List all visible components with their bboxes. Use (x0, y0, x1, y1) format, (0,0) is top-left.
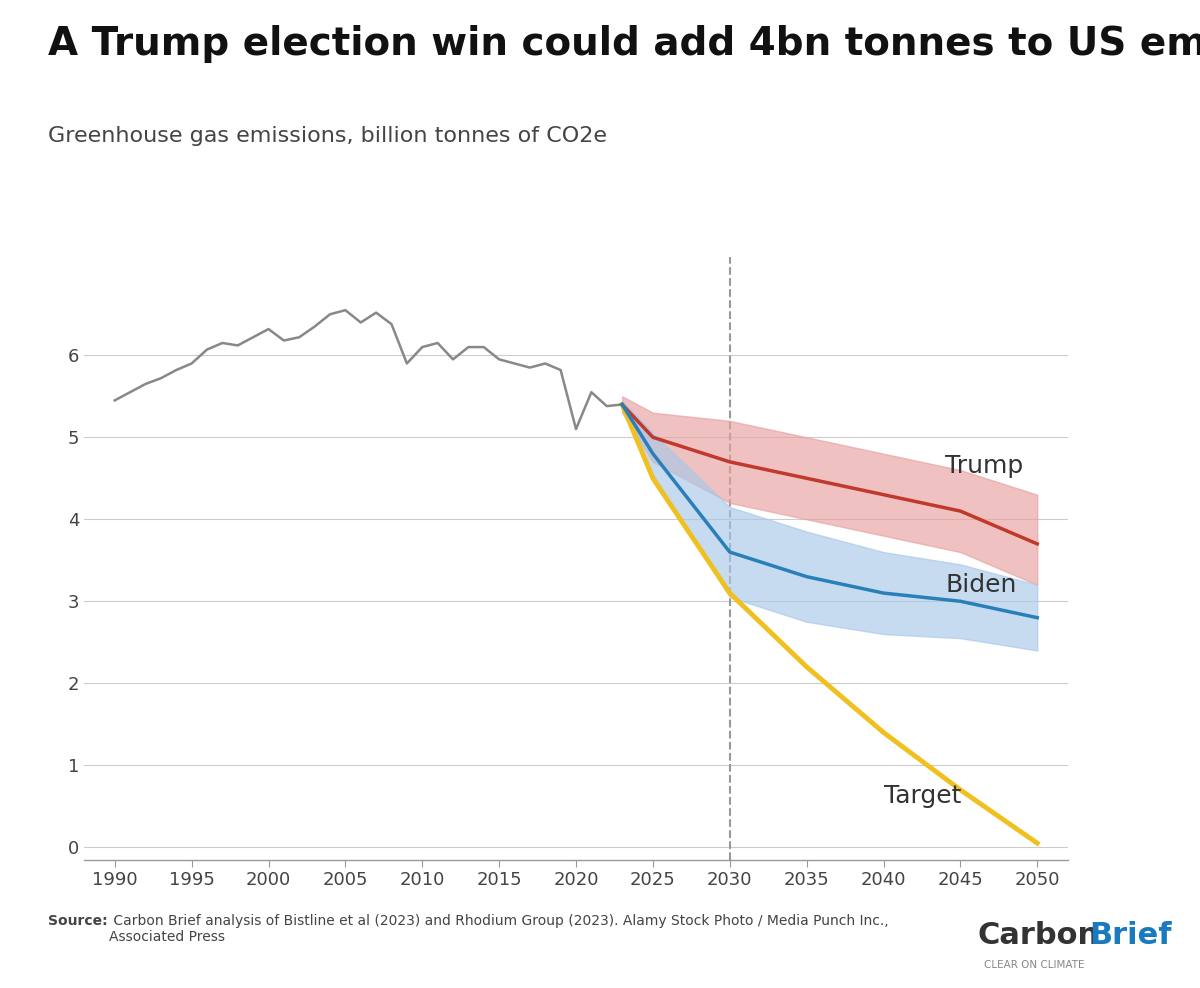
Text: Source:: Source: (48, 914, 108, 928)
Text: Brief: Brief (1090, 921, 1172, 949)
Text: Carbon Brief analysis of Bistline et al (2023) and Rhodium Group (2023). Alamy S: Carbon Brief analysis of Bistline et al … (109, 914, 889, 945)
Text: Greenhouse gas emissions, billion tonnes of CO2e: Greenhouse gas emissions, billion tonnes… (48, 126, 607, 146)
Text: A Trump election win could add 4bn tonnes to US emissions by 2030: A Trump election win could add 4bn tonne… (48, 25, 1200, 62)
Text: CLEAR ON CLIMATE: CLEAR ON CLIMATE (984, 960, 1085, 970)
Text: Carbon: Carbon (978, 921, 1100, 949)
Text: Trump: Trump (946, 453, 1024, 478)
Text: Target: Target (883, 784, 961, 808)
Text: Biden: Biden (946, 573, 1016, 597)
